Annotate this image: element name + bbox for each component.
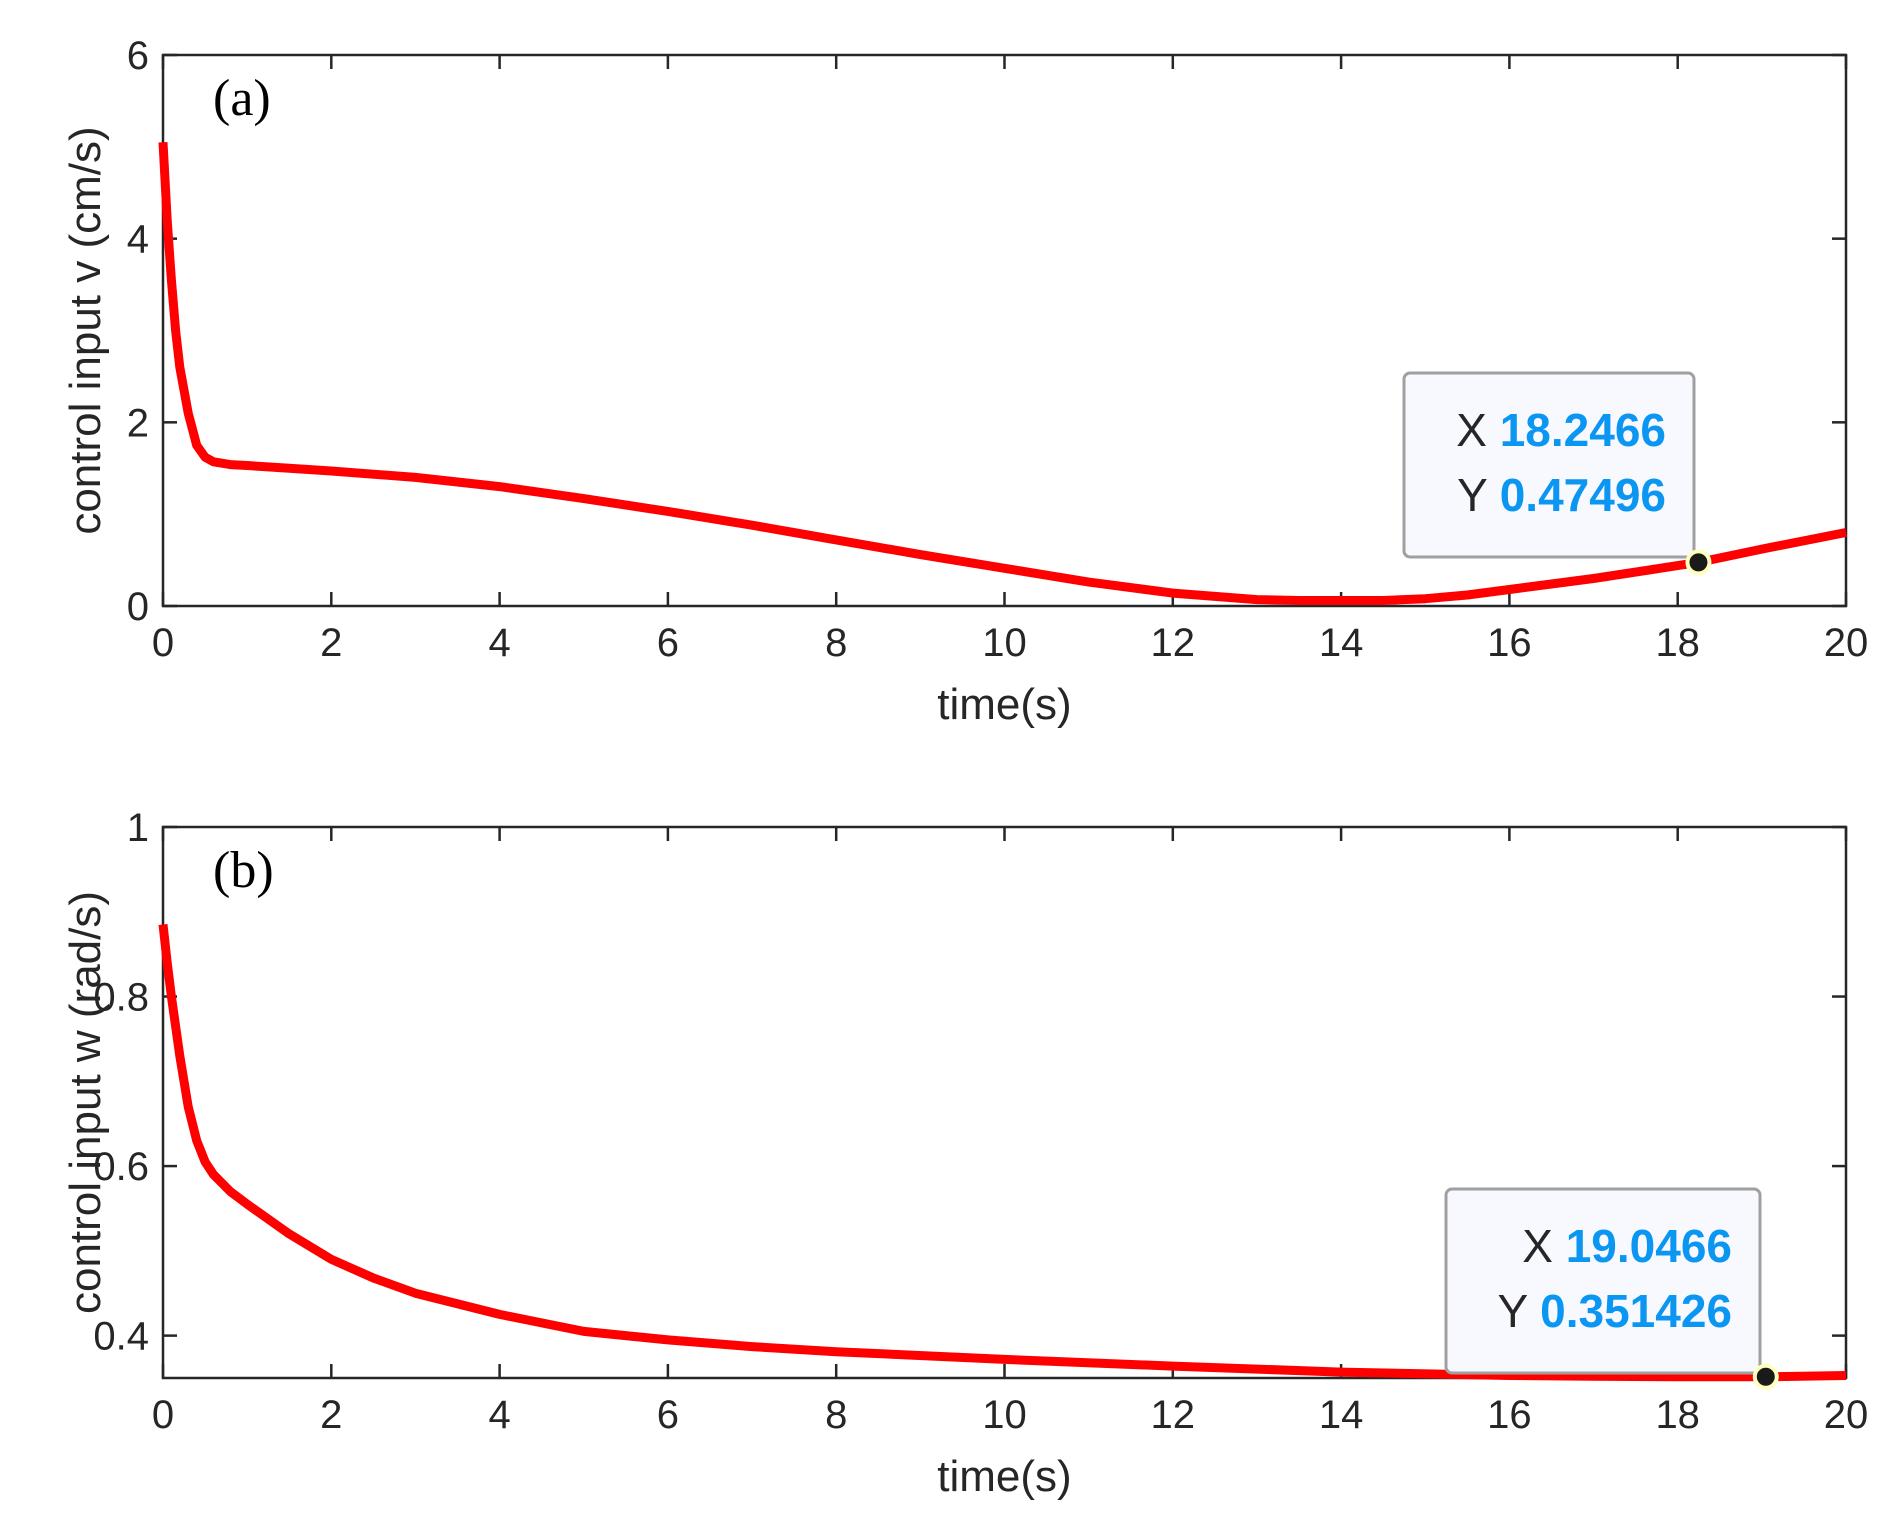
x-tick-label: 18 xyxy=(1655,1393,1700,1437)
x-axis-label: time(s) xyxy=(937,1452,1071,1501)
x-tick-label: 2 xyxy=(320,621,342,665)
datatip-key: Y xyxy=(1497,1285,1527,1337)
datatip-marker[interactable] xyxy=(1685,549,1712,576)
series-line-w xyxy=(158,924,1847,1382)
x-tick-label: 6 xyxy=(657,621,679,665)
x-axis-label: time(s) xyxy=(937,680,1071,729)
x-tick-label: 0 xyxy=(152,621,174,665)
x-tick-label: 12 xyxy=(1151,621,1196,665)
x-tick-label: 0 xyxy=(152,1393,174,1437)
x-tick-label: 2 xyxy=(320,1393,342,1437)
x-tick-label: 8 xyxy=(825,621,847,665)
datatip-row: X 19.0466 xyxy=(1522,1220,1732,1272)
y-tick-label: 6 xyxy=(127,34,149,78)
datatip-value: 18.2466 xyxy=(1500,404,1666,456)
datatip-marker[interactable] xyxy=(1752,1363,1779,1390)
x-tick-label: 4 xyxy=(488,1393,510,1437)
x-tick-label: 10 xyxy=(982,1393,1027,1437)
x-tick-label: 16 xyxy=(1487,621,1532,665)
datatip-box xyxy=(1444,1187,1762,1375)
x-tick-label: 20 xyxy=(1824,1393,1869,1437)
y-axis-label: control input w (rad/s) xyxy=(61,891,110,1314)
y-tick-label: 2 xyxy=(127,401,149,445)
datatip[interactable]: X 19.0466 Y 0.351426 xyxy=(1444,1187,1779,1390)
y-tick-label: 0.6 xyxy=(93,1145,149,1189)
panel-a: 0 2 4 6 8 10 12 14 16 18 20 0 2 4 6 time(s) control inpu… xyxy=(61,34,1868,729)
datatip-key: X xyxy=(1522,1220,1553,1272)
y-tick-label: 4 xyxy=(127,218,149,262)
x-tick-label: 14 xyxy=(1319,621,1364,665)
datatip-value: 0.47496 xyxy=(1500,469,1666,521)
x-tick-label: 4 xyxy=(488,621,510,665)
y-tick-label: 1 xyxy=(127,806,149,850)
x-tick-label: 12 xyxy=(1151,1393,1196,1437)
datatip-space xyxy=(1527,1285,1540,1337)
datatip-value: 19.0466 xyxy=(1566,1220,1732,1272)
datatip-key: Y xyxy=(1457,469,1487,521)
datatip-space xyxy=(1487,404,1500,456)
datatip-key: X xyxy=(1456,404,1487,456)
datatip-value: 0.351426 xyxy=(1540,1285,1732,1337)
datatip-space xyxy=(1487,469,1500,521)
x-tick-label: 14 xyxy=(1319,1393,1364,1437)
x-tick-label: 8 xyxy=(825,1393,847,1437)
panel-label: (b) xyxy=(213,842,274,899)
y-tick-label: 0 xyxy=(127,585,149,629)
datatip-space xyxy=(1553,1220,1566,1272)
panel-b: 0 2 4 6 8 10 12 14 16 18 20 0.4 0.6 0.8 1 time(s) contro… xyxy=(61,806,1868,1501)
x-tick-label: 18 xyxy=(1655,621,1700,665)
datatip-row: Y 0.47496 xyxy=(1457,469,1666,521)
y-tick-label: 0.8 xyxy=(93,976,149,1020)
panel-label: (a) xyxy=(213,70,271,127)
y-tick-label: 0.4 xyxy=(93,1315,149,1359)
y-axis-label: control input v (cm/s) xyxy=(61,126,110,534)
series-line-v xyxy=(158,141,1847,605)
x-tick-label: 20 xyxy=(1824,621,1869,665)
x-tick-label: 6 xyxy=(657,1393,679,1437)
datatip-row: X 18.2466 xyxy=(1456,404,1666,456)
x-tick-label: 16 xyxy=(1487,1393,1532,1437)
datatip-row: Y 0.351426 xyxy=(1497,1285,1732,1337)
x-tick-label: 10 xyxy=(982,621,1027,665)
datatip-box xyxy=(1402,371,1696,559)
